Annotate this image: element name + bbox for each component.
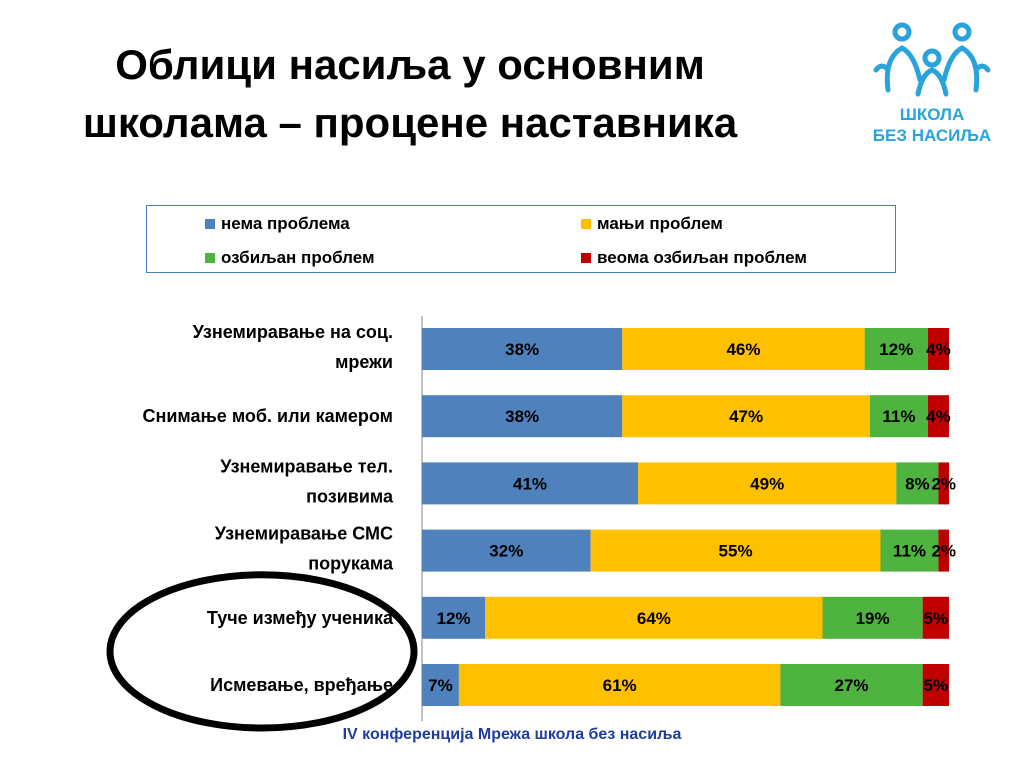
data-label: 8% xyxy=(905,474,930,493)
data-label: 49% xyxy=(750,474,784,493)
legend-item-no-problem: нема проблема xyxy=(205,212,350,236)
title-line-2: школама – процене наставника xyxy=(82,99,738,146)
bar-segment xyxy=(880,529,939,572)
bar-segment xyxy=(590,529,881,572)
bar-segment xyxy=(422,462,639,505)
category-label: Узнемиравање на соц. мрежи xyxy=(193,322,393,372)
data-label: 32% xyxy=(489,542,523,561)
legend-swatch-icon xyxy=(581,252,591,263)
data-label: 38% xyxy=(505,340,539,359)
title-line-1: Облици насиља у основним xyxy=(115,41,705,88)
data-label: 2% xyxy=(931,474,956,493)
bar-segment xyxy=(922,664,949,706)
category-label: Узнемиравање СМС порукама xyxy=(215,524,394,574)
bar-segment xyxy=(622,395,870,438)
bar-segment xyxy=(869,395,928,438)
category-label: Снимање моб. или камером xyxy=(142,406,393,426)
bar-segment xyxy=(896,462,939,505)
data-label: 12% xyxy=(879,340,913,359)
data-label: 11% xyxy=(893,542,926,561)
category-label: Исмевање, вређање xyxy=(210,675,393,695)
legend-swatch-icon xyxy=(205,252,215,263)
bar-segment xyxy=(622,328,865,370)
data-label: 4% xyxy=(926,340,951,359)
legend-label: нема проблема xyxy=(221,214,350,233)
chart-legend: нема проблема мањи проблем озбиљан пробл… xyxy=(146,205,896,273)
data-label: 55% xyxy=(719,542,753,561)
bar-segment xyxy=(638,462,897,505)
data-label: 27% xyxy=(834,676,868,695)
legend-item-very-serious-problem: веома озбиљан проблем xyxy=(581,246,807,270)
bar-segment xyxy=(422,328,623,370)
data-label: 4% xyxy=(926,407,951,426)
bar-segment xyxy=(922,596,949,639)
footer-text: IV конференција Мрежа школа без насиља xyxy=(342,726,682,743)
data-label: 38% xyxy=(505,407,539,426)
bar-segment xyxy=(422,529,591,572)
bar-segment xyxy=(422,596,486,639)
data-label: 7% xyxy=(428,676,453,695)
bar-segment xyxy=(938,462,949,505)
bar-segment xyxy=(938,529,949,572)
legend-item-serious-problem: озбиљан проблем xyxy=(205,246,375,270)
data-label: 61% xyxy=(603,676,637,695)
data-label: 12% xyxy=(437,609,471,628)
bar-segment xyxy=(780,664,923,706)
bar-segment xyxy=(927,328,949,370)
bar-segment xyxy=(485,596,823,639)
legend-label: озбиљан проблем xyxy=(221,248,375,267)
legend-swatch-icon xyxy=(581,218,591,229)
bar-segment xyxy=(927,395,949,438)
page-title: Облици насиља у основним школама – проце… xyxy=(40,36,780,152)
data-label: 47% xyxy=(729,407,763,426)
highlight-ellipse xyxy=(106,571,418,732)
data-label: 5% xyxy=(924,609,949,628)
logo-line-2: БЕЗ НАСИЉА xyxy=(872,126,992,145)
school-without-violence-logo-icon xyxy=(873,22,991,97)
data-label: 41% xyxy=(513,474,547,493)
data-label: 11% xyxy=(882,407,915,426)
logo-line-1: ШКОЛА xyxy=(899,105,965,124)
bar-segment xyxy=(864,328,928,370)
bar-segment xyxy=(422,395,623,438)
category-label: Узнемиравање тел. позивима xyxy=(220,456,394,506)
legend-item-minor-problem: мањи проблем xyxy=(581,212,723,236)
data-label: 19% xyxy=(856,609,890,628)
bar-segment xyxy=(422,664,459,706)
data-label: 64% xyxy=(637,609,671,628)
legend-label: веома озбиљан проблем xyxy=(597,248,807,267)
category-label: Туче између ученика xyxy=(207,608,394,628)
logo-text: ШКОЛА БЕЗ НАСИЉА xyxy=(862,104,1002,146)
data-label: 2% xyxy=(931,542,956,561)
bar-segment xyxy=(458,664,781,706)
data-label: 46% xyxy=(726,340,760,359)
bar-segment xyxy=(822,596,923,639)
data-label: 5% xyxy=(924,676,949,695)
legend-swatch-icon xyxy=(205,218,215,229)
legend-label: мањи проблем xyxy=(597,214,723,233)
